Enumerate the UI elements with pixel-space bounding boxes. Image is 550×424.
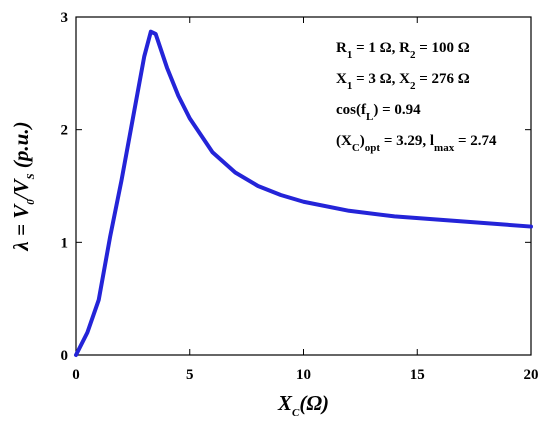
annotation-part: R bbox=[399, 40, 410, 56]
annotation: (XC)opt = 3.29, lmax = 2.74 bbox=[336, 133, 497, 154]
y-tick-label: 2 bbox=[61, 123, 69, 139]
annotation-part: = 3.29, bbox=[380, 133, 430, 149]
x-tick-label: 20 bbox=[524, 367, 539, 383]
x-axis-label-part: X bbox=[277, 391, 293, 415]
y-tick-label: 1 bbox=[61, 235, 69, 251]
annotation-part: 2 bbox=[410, 49, 416, 61]
annotation-part: C bbox=[352, 142, 360, 154]
annotation-part: = 276 Ω bbox=[416, 71, 470, 87]
plot-frame bbox=[75, 16, 532, 356]
annotation-part: l bbox=[430, 133, 434, 149]
y-axis-label-part: /V bbox=[9, 177, 33, 201]
annotation-part: = 2.74 bbox=[454, 133, 497, 149]
x-tick-label: 10 bbox=[296, 367, 311, 383]
x-axis-label: XC(Ω) bbox=[277, 391, 329, 419]
x-axis-label-part: C bbox=[292, 407, 300, 419]
annotation-part: 1 bbox=[347, 49, 353, 61]
x-tick-label: 5 bbox=[186, 367, 194, 383]
annotation-part: = 1 Ω, bbox=[352, 40, 399, 56]
annotation-part: R bbox=[336, 40, 347, 56]
annotation-part: = 3 Ω, X bbox=[352, 71, 410, 87]
annotation: X1 = 3 Ω, X2 = 276 Ω bbox=[336, 71, 470, 92]
y-axis-label-part: 0 bbox=[25, 199, 37, 205]
annotation-part: 1 bbox=[347, 80, 353, 92]
annotation-part: 2 bbox=[410, 80, 416, 92]
y-axis-label-part: S bbox=[25, 173, 37, 179]
y-axis-label: λ = V0/VS (p.u.) bbox=[9, 121, 37, 251]
y-tick-label: 3 bbox=[61, 10, 69, 26]
x-tick-label: 15 bbox=[410, 367, 425, 383]
annotation: R1 = 1 Ω, R2 = 100 Ω bbox=[336, 40, 470, 61]
x-tick-label: 0 bbox=[72, 367, 80, 383]
data-line bbox=[74, 29, 533, 357]
annotation-part: = 100 Ω bbox=[416, 40, 470, 56]
annotation-part: cos(f bbox=[336, 102, 367, 118]
annotation-part: (X bbox=[336, 133, 352, 149]
annotation-part: L bbox=[366, 111, 373, 123]
annotation-part: ) bbox=[360, 133, 365, 149]
y-tick-label: 0 bbox=[61, 348, 69, 364]
y-axis-label-part: (p.u.) bbox=[9, 121, 33, 173]
annotation-part: max bbox=[434, 142, 455, 154]
annotation-part: ) = 0.94 bbox=[373, 102, 421, 118]
annotation-part: X bbox=[336, 71, 347, 87]
annotation-part: opt bbox=[365, 142, 381, 154]
y-axis-label-part: λ = V bbox=[9, 203, 33, 252]
x-axis-label-part: (Ω) bbox=[299, 391, 329, 415]
annotation: cos(fL) = 0.94 bbox=[336, 102, 421, 123]
